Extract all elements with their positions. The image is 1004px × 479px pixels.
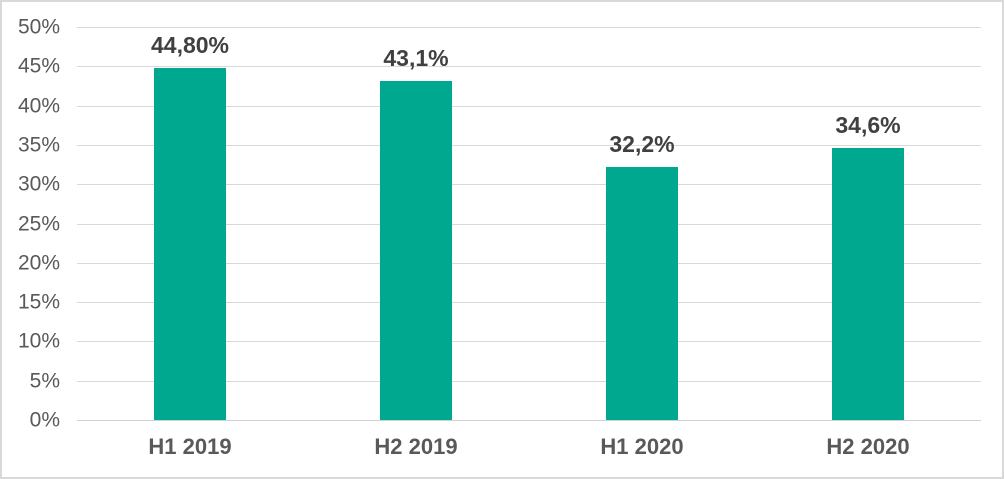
x-category-label: H1 2020 bbox=[600, 434, 684, 459]
y-tick-label: 20% bbox=[17, 251, 60, 275]
y-tick-label: 10% bbox=[17, 329, 60, 353]
y-axis: 0% 5% 10% 15% 20% 25% 30% 35% 40% 45% 50% bbox=[2, 17, 60, 431]
y-tick-label: 15% bbox=[17, 290, 60, 314]
y-tick-label: 0% bbox=[29, 408, 60, 432]
gridline bbox=[77, 144, 981, 146]
x-axis: H1 2019 H2 2019 H1 2020 H2 2020 bbox=[77, 434, 981, 466]
bar bbox=[832, 148, 904, 420]
x-category-label: H1 2019 bbox=[148, 434, 232, 459]
gridline bbox=[77, 302, 981, 304]
gridline bbox=[77, 341, 981, 343]
x-category-label: H2 2019 bbox=[374, 434, 458, 459]
plot-area: 44,80% 43,1% 32,2% 34,6% bbox=[77, 27, 981, 421]
y-tick-label: 50% bbox=[17, 15, 60, 39]
gridline bbox=[77, 66, 981, 68]
y-tick-label: 40% bbox=[17, 94, 60, 118]
gridline bbox=[77, 27, 981, 28]
bar-value-label: 32,2% bbox=[609, 130, 675, 157]
bar bbox=[154, 67, 226, 420]
gridline bbox=[77, 105, 981, 107]
gridline bbox=[77, 184, 981, 186]
bar-value-label: 34,6% bbox=[835, 112, 901, 139]
gridline bbox=[77, 262, 981, 264]
bar-value-label: 43,1% bbox=[383, 45, 449, 72]
y-tick-label: 5% bbox=[29, 369, 60, 393]
bar bbox=[606, 166, 678, 420]
y-tick-label: 45% bbox=[17, 54, 60, 78]
x-axis-line bbox=[77, 420, 981, 421]
y-tick-label: 35% bbox=[17, 133, 60, 157]
gridline bbox=[77, 223, 981, 225]
bar bbox=[380, 81, 452, 420]
y-tick-label: 25% bbox=[17, 212, 60, 235]
gridline bbox=[77, 380, 981, 382]
y-tick-label: 30% bbox=[17, 172, 60, 196]
x-category-label: H2 2020 bbox=[826, 434, 910, 459]
bar-value-label: 44,80% bbox=[150, 31, 229, 58]
